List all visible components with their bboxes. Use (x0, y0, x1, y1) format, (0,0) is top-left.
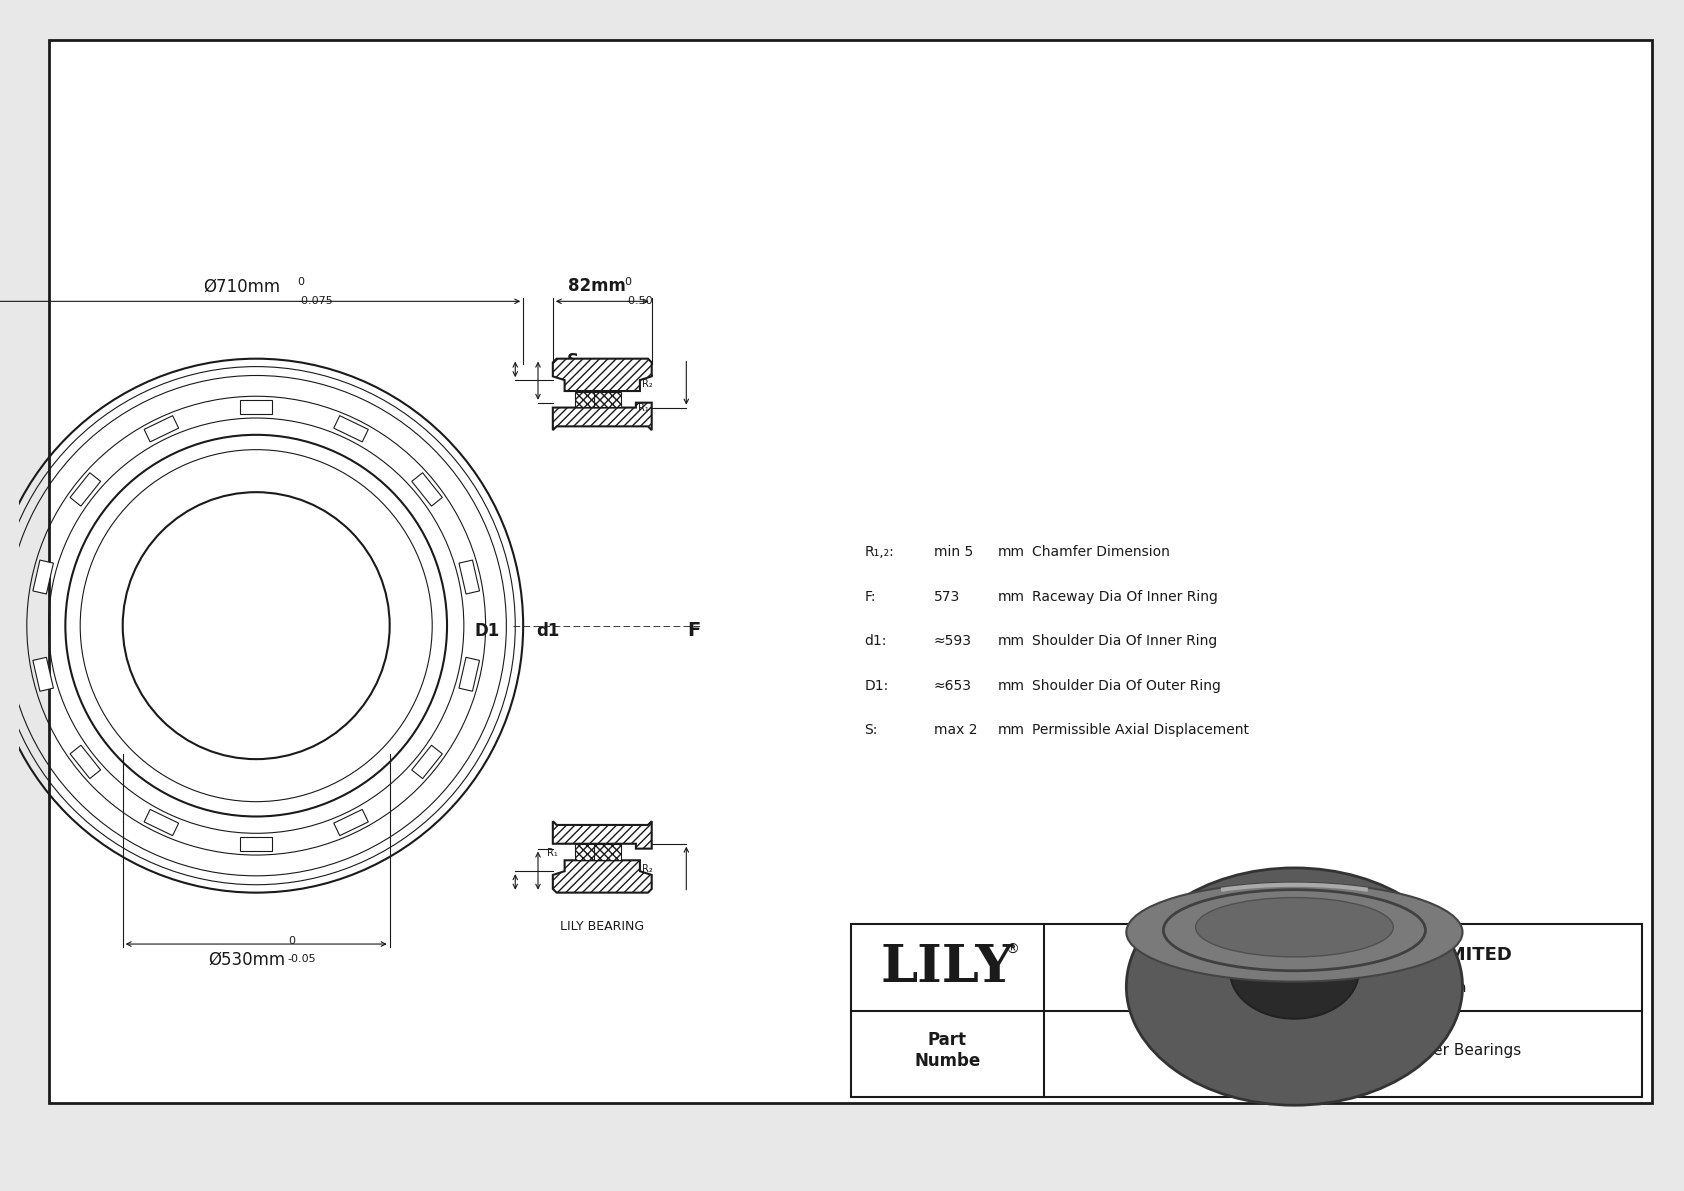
Text: Permissible Axial Displacement: Permissible Axial Displacement (1032, 723, 1250, 737)
Text: 573: 573 (933, 590, 960, 604)
Bar (852, 924, 1642, 1097)
Text: F:: F: (864, 590, 876, 604)
Text: ≈593: ≈593 (933, 635, 972, 648)
Text: SHANGHAI LILY BEARING LIMITED: SHANGHAI LILY BEARING LIMITED (1174, 947, 1512, 965)
Text: mm: mm (999, 679, 1026, 693)
Text: 0: 0 (625, 278, 632, 287)
Bar (333, 416, 369, 442)
Text: D1:: D1: (864, 679, 889, 693)
Text: S:: S: (864, 723, 877, 737)
Bar (145, 416, 179, 442)
Ellipse shape (1196, 898, 1393, 956)
Bar (413, 473, 443, 506)
Text: Email: lilybearing@lily-bearing.com: Email: lilybearing@lily-bearing.com (1221, 981, 1467, 996)
Text: min 5: min 5 (933, 545, 973, 560)
Text: 82mm: 82mm (569, 278, 626, 295)
Text: ≈653: ≈653 (933, 679, 972, 693)
Text: Raceway Dia Of Inner Ring: Raceway Dia Of Inner Ring (1032, 590, 1218, 604)
Ellipse shape (1229, 906, 1359, 944)
Polygon shape (552, 860, 652, 892)
Ellipse shape (1127, 868, 1462, 1105)
Text: Shoulder Dia Of Outer Ring: Shoulder Dia Of Outer Ring (1032, 679, 1221, 693)
Bar (333, 810, 369, 836)
Text: D1: D1 (475, 622, 500, 640)
Text: mm: mm (999, 723, 1026, 737)
Text: Part
Numbe: Part Numbe (914, 1031, 980, 1070)
Bar (413, 746, 443, 779)
Polygon shape (552, 358, 652, 391)
Text: LILY BEARING: LILY BEARING (561, 921, 645, 934)
Text: mm: mm (999, 590, 1026, 604)
Bar (71, 746, 101, 779)
Bar (574, 392, 601, 407)
Bar (241, 400, 273, 414)
Bar (71, 473, 101, 506)
Text: 0: 0 (288, 936, 295, 946)
Text: 0: 0 (298, 278, 305, 287)
Text: R₁,₂:: R₁,₂: (864, 545, 894, 560)
Bar (460, 560, 480, 594)
Text: d1:: d1: (864, 635, 887, 648)
Text: R₁: R₁ (547, 848, 557, 859)
Text: ®: ® (1005, 943, 1019, 956)
Text: Shoulder Dia Of Inner Ring: Shoulder Dia Of Inner Ring (1032, 635, 1218, 648)
Bar (594, 392, 621, 407)
Ellipse shape (1127, 883, 1462, 981)
Text: F: F (687, 621, 701, 640)
Bar (460, 657, 480, 691)
Text: -0.05: -0.05 (288, 954, 317, 964)
Bar (34, 560, 54, 594)
Text: NJ 19/530 ECM/HB1 Cylindrical Roller Bearings: NJ 19/530 ECM/HB1 Cylindrical Roller Bea… (1165, 1043, 1521, 1058)
Text: -0.075: -0.075 (298, 297, 333, 306)
Text: Chamfer Dimension: Chamfer Dimension (1032, 545, 1170, 560)
Polygon shape (552, 821, 652, 849)
Bar (594, 844, 621, 860)
Bar (574, 844, 601, 860)
Text: LILY: LILY (881, 942, 1014, 993)
Text: -0.50: -0.50 (625, 297, 653, 306)
Polygon shape (552, 403, 652, 430)
Ellipse shape (1229, 924, 1359, 1018)
Bar (241, 837, 273, 852)
Text: mm: mm (999, 635, 1026, 648)
Text: Ø710mm: Ø710mm (202, 278, 280, 295)
Text: R₁: R₁ (638, 403, 648, 412)
Bar (34, 657, 54, 691)
Text: S: S (566, 353, 579, 370)
Text: Ø530mm: Ø530mm (207, 950, 285, 969)
Text: d1: d1 (536, 622, 559, 640)
Bar (145, 810, 179, 836)
Text: max 2: max 2 (933, 723, 977, 737)
Text: R₂: R₂ (642, 865, 653, 874)
Text: mm: mm (999, 545, 1026, 560)
Text: R₂: R₂ (642, 379, 653, 389)
